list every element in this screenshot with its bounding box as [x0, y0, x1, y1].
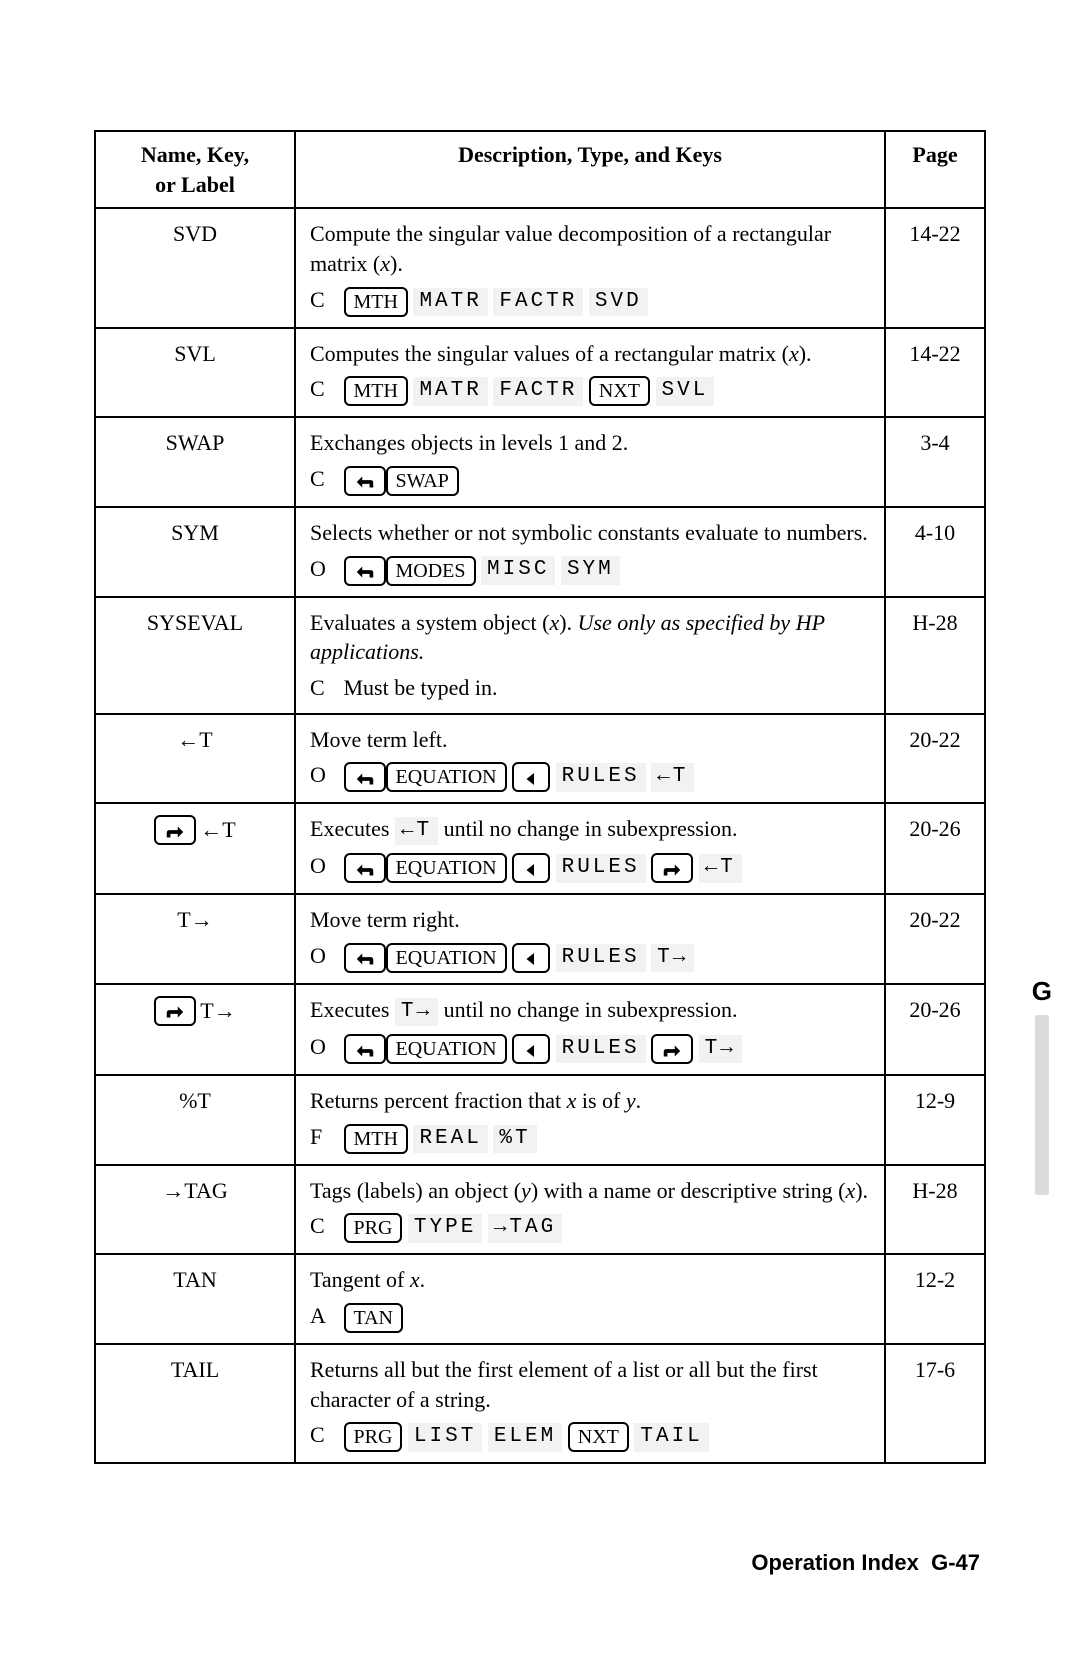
side-tab-letter: G: [1032, 976, 1052, 1007]
rightshift-icon: [661, 861, 683, 879]
row-tleft: ←T Move term left. O EQUATION RULES ←T 2…: [95, 714, 985, 804]
lcd-label: T→: [651, 944, 694, 972]
lcd-label: REAL: [413, 1125, 487, 1153]
row-tright-repeat: T→ Executes T→ until no change in subexp…: [95, 984, 985, 1075]
lcd-label: FACTR: [493, 288, 583, 316]
prg-key: PRG: [344, 1422, 403, 1452]
leftshift-icon: [354, 950, 376, 968]
rightshift-icon: [164, 823, 186, 841]
leftshift-icon: [354, 473, 376, 491]
equation-key: EQUATION: [386, 943, 507, 973]
lcd-label: FACTR: [493, 377, 583, 405]
leftshift-icon: [354, 770, 376, 788]
row-pctT: %T Returns percent fraction that x is of…: [95, 1075, 985, 1165]
mth-key: MTH: [344, 1124, 408, 1154]
row-sym: SYM Selects whether or not symbolic cons…: [95, 507, 985, 597]
leftshift-key: [344, 1034, 386, 1064]
page-footer: Operation Index G-47: [751, 1550, 980, 1576]
row-svl: SVL Computes the singular values of a re…: [95, 328, 985, 418]
leftshift-key: [344, 556, 386, 586]
lcd-label: RULES: [556, 944, 646, 972]
cursorleft-key: [512, 762, 550, 792]
nxt-key: NXT: [589, 376, 650, 406]
leftshift-key: [344, 466, 386, 496]
side-tab: G: [1032, 976, 1052, 1195]
row-tan: TAN Tangent of x. A TAN 12-2: [95, 1254, 985, 1344]
modes-key: MODES: [386, 556, 476, 586]
lcd-label: TAIL: [634, 1423, 708, 1451]
leftshift-icon: [354, 861, 376, 879]
footer-page: G-47: [931, 1550, 980, 1575]
lcd-label: RULES: [556, 1035, 646, 1063]
leftshift-key: [344, 762, 386, 792]
leftshift-icon: [354, 563, 376, 581]
rightshift-icon: [164, 1003, 186, 1021]
name-cell: SVD: [95, 208, 295, 327]
footer-label: Operation Index: [751, 1550, 918, 1575]
cursorleft-key: [512, 1034, 550, 1064]
desc-cell: Compute the singular value decomposition…: [295, 208, 885, 327]
row-tleft-repeat: ←T Executes ←T until no change in subexp…: [95, 803, 985, 894]
swap-key: SWAP: [386, 466, 459, 496]
lcd-label: RULES: [556, 854, 646, 882]
row-tright: T→ Move term right. O EQUATION RULES T→ …: [95, 894, 985, 984]
lcd-label: T→: [699, 1035, 742, 1063]
cursorleft-key: [512, 853, 550, 883]
page-cell: 14-22: [885, 208, 985, 327]
lcd-label: MATR: [413, 377, 487, 405]
lcd-label: ←T: [395, 817, 438, 845]
lcd-label: ←T: [651, 763, 694, 791]
lcd-label: LIST: [408, 1423, 482, 1451]
row-svd: SVD Compute the singular value decomposi…: [95, 208, 985, 327]
cursor-left-icon: [522, 1042, 540, 1060]
lcd-label: SYM: [561, 556, 620, 584]
row-syseval: SYSEVAL Evaluates a system object (x). U…: [95, 597, 985, 714]
lcd-label: MATR: [413, 288, 487, 316]
equation-key: EQUATION: [386, 1034, 507, 1064]
side-tab-bar: [1035, 1015, 1049, 1195]
cursor-left-icon: [522, 770, 540, 788]
header-page: Page: [885, 131, 985, 208]
row-tail: TAIL Returns all but the first element o…: [95, 1344, 985, 1463]
lcd-label: MISC: [481, 556, 555, 584]
cursor-left-icon: [522, 950, 540, 968]
rightshift-key: [154, 815, 196, 845]
row-tag: →TAG Tags (labels) an object (y) with a …: [95, 1165, 985, 1255]
nxt-key: NXT: [568, 1422, 629, 1452]
cursorleft-key: [512, 943, 550, 973]
lcd-label: T→: [395, 998, 438, 1026]
lcd-label: ←T: [699, 854, 742, 882]
leftshift-icon: [354, 1042, 376, 1060]
lcd-label: %T: [493, 1125, 536, 1153]
operation-table: Name, Key, or Label Description, Type, a…: [94, 130, 986, 1464]
equation-key: EQUATION: [386, 853, 507, 883]
lcd-label: SVL: [656, 377, 715, 405]
lcd-label: →TAG: [488, 1214, 562, 1242]
prg-key: PRG: [344, 1213, 403, 1243]
page-body: Name, Key, or Label Description, Type, a…: [0, 0, 1080, 1464]
rightshift-key: [651, 853, 693, 883]
rightshift-key: [154, 996, 196, 1026]
mth-key: MTH: [344, 376, 408, 406]
rightshift-icon: [661, 1042, 683, 1060]
header-desc: Description, Type, and Keys: [295, 131, 885, 208]
lcd-label: SVD: [589, 288, 648, 316]
lcd-label: RULES: [556, 763, 646, 791]
mth-key: MTH: [344, 287, 408, 317]
leftshift-key: [344, 943, 386, 973]
cursor-left-icon: [522, 861, 540, 879]
row-swap: SWAP Exchanges objects in levels 1 and 2…: [95, 417, 985, 507]
header-name: Name, Key, or Label: [95, 131, 295, 208]
lcd-label: TYPE: [408, 1214, 482, 1242]
rightshift-key: [651, 1034, 693, 1064]
tan-key: TAN: [344, 1303, 404, 1333]
equation-key: EQUATION: [386, 762, 507, 792]
lcd-label: ELEM: [488, 1423, 562, 1451]
leftshift-key: [344, 853, 386, 883]
